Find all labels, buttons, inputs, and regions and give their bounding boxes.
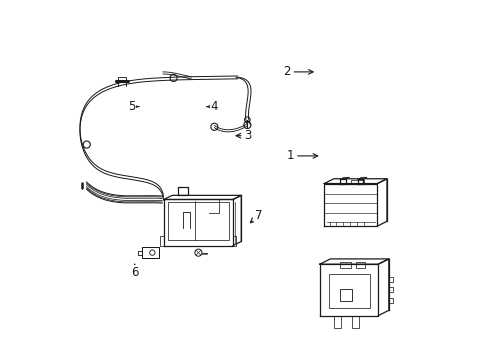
Text: 7: 7 [250,209,262,223]
Text: 6: 6 [131,265,138,279]
Text: 4: 4 [207,100,218,113]
Bar [168,202,228,240]
Bar [334,316,341,328]
Bar [328,274,369,308]
Text: 3: 3 [236,129,251,142]
Bar [340,289,351,301]
Bar [142,247,159,258]
Text: 5: 5 [128,100,139,113]
Text: 1: 1 [286,149,317,162]
Bar [350,180,364,183]
Bar [351,316,358,328]
Text: 2: 2 [283,66,312,78]
Bar [340,262,350,268]
Bar [355,262,364,268]
